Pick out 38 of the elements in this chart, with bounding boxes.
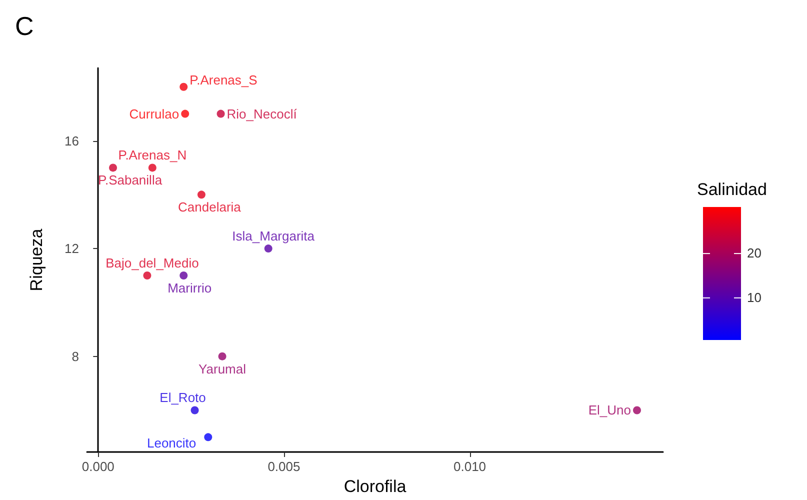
x-tick-label: 0.010 [453, 459, 486, 474]
annotation: Candelaria [178, 200, 242, 215]
y-tick-label: 12 [64, 241, 79, 256]
point [216, 110, 225, 118]
point [148, 164, 156, 172]
point [632, 406, 641, 414]
point [109, 164, 118, 172]
annotation: Isla_Margarita [232, 228, 316, 244]
annotation: Leoncito [146, 436, 196, 451]
annotation: El_Uno [588, 402, 631, 418]
annotation: P.Arenas_N [118, 148, 187, 163]
point [218, 352, 226, 360]
x-axis-title: Clorofila [344, 476, 407, 496]
color-bar-title: Salinidad [697, 180, 767, 199]
annotation: Yarumal [198, 361, 246, 376]
x-tick-label: 0.000 [82, 459, 114, 474]
point [204, 433, 212, 442]
point [190, 406, 199, 414]
point [180, 271, 188, 280]
annotation: Bajo_del_Medio [106, 255, 199, 270]
x-tick-label: 0.005 [268, 459, 300, 474]
color-bar-label: 10 [747, 290, 762, 305]
point [143, 271, 152, 280]
point [264, 244, 272, 253]
color-bar-label: 20 [747, 246, 762, 261]
annotation: Currulao [129, 106, 180, 122]
y-axis-title: Riqueza [27, 228, 46, 292]
annotation: P.Sabanilla [98, 172, 163, 188]
annotation: Marirrio [168, 280, 212, 296]
point [180, 82, 188, 91]
point [197, 190, 206, 199]
annotation: El_Roto [160, 390, 206, 406]
y-tick-label: 8 [72, 348, 79, 364]
chart-title: C [15, 11, 34, 41]
annotation: Rio_Necoclí [226, 106, 298, 122]
y-tick-label: 16 [64, 133, 79, 148]
annotation: P.Arenas_S [190, 72, 258, 88]
point [181, 110, 190, 118]
